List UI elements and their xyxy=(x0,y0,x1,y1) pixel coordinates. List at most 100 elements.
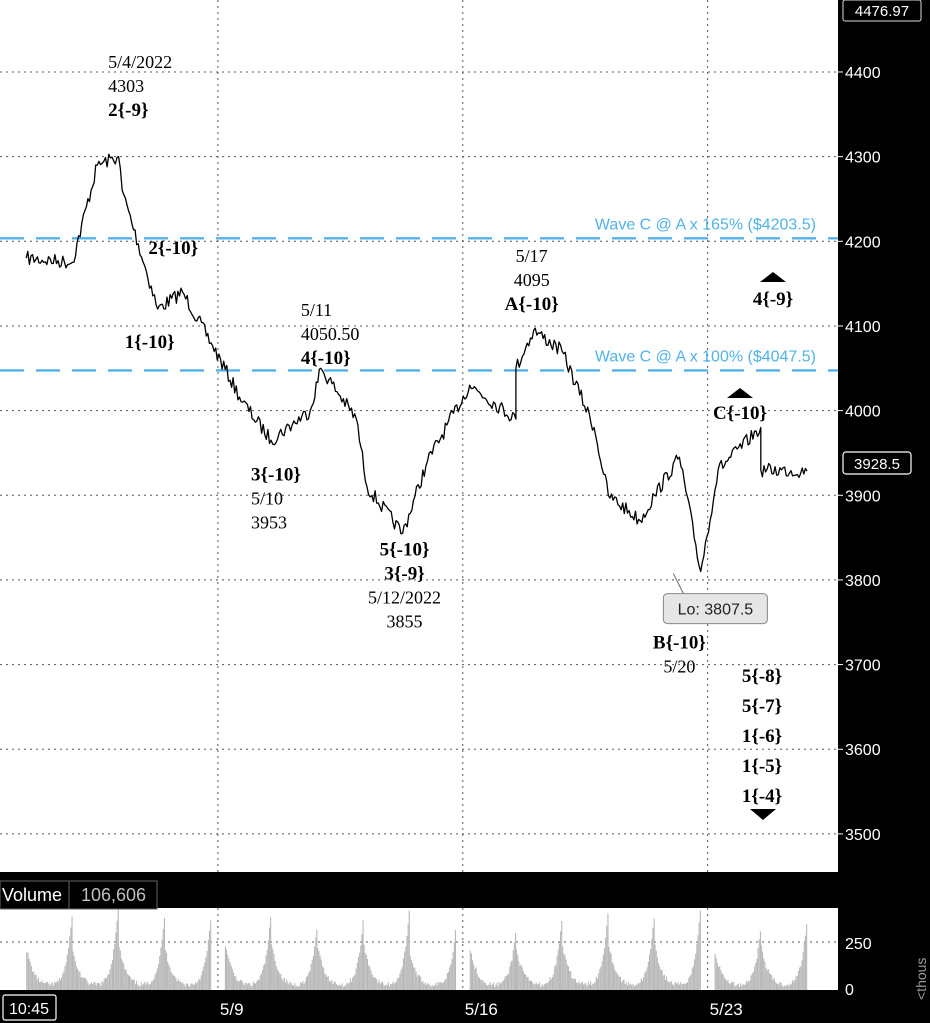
volume-bar xyxy=(264,963,266,990)
volume-bar xyxy=(671,984,673,990)
volume-bar xyxy=(340,985,342,990)
volume-bar xyxy=(563,953,565,990)
volume-bar xyxy=(64,965,66,990)
volume-bar xyxy=(727,979,729,990)
volume-bar xyxy=(186,983,188,990)
volume-bar xyxy=(562,946,564,990)
volume-bar xyxy=(525,974,527,990)
volume-bar xyxy=(300,982,302,990)
volume-bar xyxy=(80,977,82,990)
volume-bar xyxy=(310,963,312,990)
volume-bar xyxy=(424,982,426,990)
volume-bar xyxy=(126,973,128,990)
volume-bar xyxy=(784,985,786,990)
volume-bar xyxy=(263,965,265,990)
volume-bar xyxy=(508,973,510,990)
volume-bar xyxy=(410,960,412,990)
price-plot-area[interactable] xyxy=(0,0,838,872)
volume-bar xyxy=(765,967,767,990)
volume-bar xyxy=(124,969,126,990)
volume-bar xyxy=(256,981,258,990)
volume-bar xyxy=(255,983,257,990)
volume-bar xyxy=(695,953,697,990)
volume-bar xyxy=(401,966,403,990)
volume-bar xyxy=(144,982,146,990)
volume-bar xyxy=(386,984,388,990)
volume-bar xyxy=(581,982,583,990)
volume-bar xyxy=(238,981,240,990)
volume-bar xyxy=(133,979,135,990)
volume-bar xyxy=(413,967,415,990)
volume-bar xyxy=(160,947,162,990)
volume-bar xyxy=(93,981,95,990)
volume-bar xyxy=(325,974,327,990)
volume-bar xyxy=(258,979,260,990)
annotation-text: B{-10} xyxy=(653,633,706,654)
price-axis-tick-label: 3800 xyxy=(845,573,881,590)
volume-bar xyxy=(414,967,416,990)
volume-bar xyxy=(37,977,39,990)
volume-bar xyxy=(770,974,772,990)
volume-bar xyxy=(643,977,645,990)
volume-bar xyxy=(58,978,60,990)
annotation-text: 3{-10} xyxy=(251,464,301,485)
volume-bar xyxy=(302,981,304,990)
volume-bar xyxy=(802,952,804,990)
price-axis-tick-label: 3700 xyxy=(845,658,881,675)
volume-bar xyxy=(125,970,127,990)
volume-bar xyxy=(387,982,389,990)
volume-bar xyxy=(797,970,799,990)
volume-bar xyxy=(758,939,760,990)
volume-bar xyxy=(801,960,803,990)
volume-bar xyxy=(55,982,57,990)
volume-bar xyxy=(57,981,59,990)
volume-bar xyxy=(250,985,252,990)
volume-bar xyxy=(327,976,329,990)
volume-bar xyxy=(41,980,43,990)
volume-bar xyxy=(282,980,284,990)
volume-bar xyxy=(766,970,768,990)
volume-bar xyxy=(557,949,559,990)
volume-bar xyxy=(304,981,306,990)
volume-bar xyxy=(690,974,692,990)
volume-bar xyxy=(472,960,474,990)
volume-bar xyxy=(224,946,226,990)
price-axis[interactable]: 4400 4300 4200 4100 4000 3900 3800 3700 3600 3500 xyxy=(838,65,881,844)
volume-bar xyxy=(352,977,354,990)
volume-bar xyxy=(145,984,147,990)
volume-bar xyxy=(683,983,685,990)
volume-bar xyxy=(531,980,533,990)
annotation-text: 5/17 xyxy=(516,246,548,266)
volume-bar xyxy=(799,967,801,990)
volume-bar xyxy=(91,982,93,990)
volume-bar xyxy=(116,920,118,990)
volume-bar xyxy=(377,982,379,990)
volume-bar xyxy=(451,958,453,990)
volume-bar xyxy=(780,982,782,990)
volume-bar xyxy=(66,954,68,990)
volume-bar xyxy=(719,966,721,990)
volume-bar xyxy=(654,944,656,990)
volume-bar xyxy=(87,983,89,990)
time-axis[interactable]: 5/95/165/235/30 xyxy=(220,1000,930,1019)
volume-bar xyxy=(576,982,578,990)
volume-bar xyxy=(492,982,494,990)
volume-bar xyxy=(551,977,553,990)
volume-bar xyxy=(404,951,406,990)
volume-bar xyxy=(585,983,587,990)
volume-bar xyxy=(153,979,155,990)
volume-bar xyxy=(44,983,46,990)
volume-bar xyxy=(106,978,108,990)
volume-side-label: <thous xyxy=(913,958,929,1000)
volume-bar xyxy=(154,974,156,990)
volume-bar xyxy=(786,984,788,990)
volume-bar xyxy=(143,983,145,990)
volume-bar xyxy=(193,984,195,990)
volume-bar xyxy=(694,959,696,990)
volume-bar xyxy=(501,982,503,990)
volume-value: 106,606 xyxy=(81,885,146,905)
volume-bar xyxy=(580,982,582,990)
volume-bar xyxy=(763,958,765,990)
volume-header: Volume 106,606 xyxy=(0,880,158,910)
volume-bar xyxy=(384,985,386,990)
